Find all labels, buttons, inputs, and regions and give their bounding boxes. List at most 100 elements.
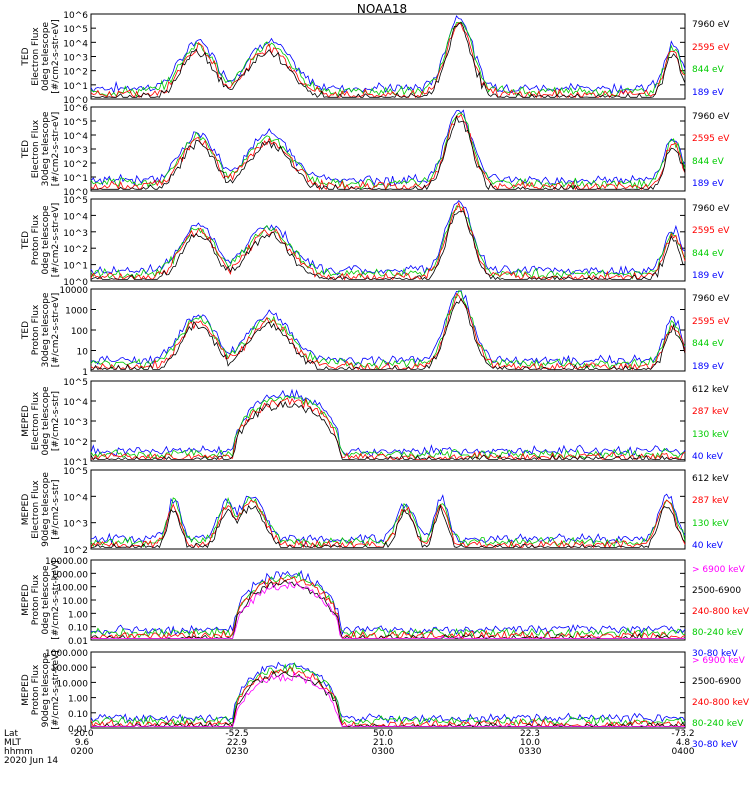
legend-entry: 130 keV	[692, 430, 729, 440]
x-row-label: MLT	[4, 738, 22, 748]
legend-entry: 130 keV	[692, 519, 729, 529]
y-tick-label: 10^3	[63, 229, 88, 239]
x-row-label: 2020 Jun 14	[4, 756, 58, 766]
y-tick-label: 10^4	[63, 212, 88, 222]
series-line	[90, 201, 686, 281]
series-line	[90, 576, 686, 640]
y-axis-label: 0deg telescope	[41, 386, 51, 456]
legend-entry: 7960 eV	[692, 20, 730, 30]
y-axis-label: 30deg telescope	[41, 292, 51, 367]
y-axis-label: [#/cm2-s-str-keV]	[51, 650, 61, 729]
x-tick-label: 22.9	[227, 738, 247, 748]
y-tick-label: 1	[82, 368, 88, 378]
y-tick-label: 10^4	[63, 39, 88, 49]
x-tick-label: 4.8	[676, 738, 691, 748]
y-axis-label: MEPED	[21, 405, 31, 437]
y-tick-label: 10^5	[63, 378, 88, 388]
y-tick-label: 10^4	[63, 132, 88, 142]
y-tick-label: 10^4	[63, 398, 88, 408]
y-tick-label: 10^6	[63, 104, 88, 114]
legend-entry: 2595 eV	[692, 134, 730, 144]
y-tick-label: 10^2	[63, 160, 88, 170]
legend-entry: 2595 eV	[692, 226, 730, 236]
y-axis-label: [#/cm2-s-str-eV]	[51, 19, 61, 94]
y-tick-label: 0.01	[68, 637, 88, 647]
y-tick-label: 0.10	[68, 710, 88, 720]
series-line	[90, 397, 686, 461]
y-tick-label: 10^6	[63, 11, 88, 21]
series-line	[90, 290, 686, 367]
y-tick-label: 10^0	[63, 188, 88, 198]
y-tick-label: 10^3	[63, 54, 88, 64]
legend-entry: 2500-6900	[692, 677, 741, 687]
y-tick-label: 10^0	[63, 278, 88, 288]
legend-entry: 612 keV	[692, 474, 729, 484]
panel-frame	[90, 13, 686, 100]
y-axis-label: MEPED	[21, 494, 31, 526]
y-tick-label: 10^1	[63, 82, 88, 92]
series-line	[90, 499, 686, 549]
series-line	[90, 569, 686, 636]
legend-entry: 7960 eV	[692, 204, 730, 214]
series-line	[90, 199, 686, 277]
legend-entry: 844 eV	[692, 339, 725, 349]
y-tick-label: 100.000	[51, 664, 88, 674]
legend-entry: 189 eV	[692, 271, 725, 281]
y-tick-label: 10000.00	[45, 557, 88, 567]
series-line	[91, 297, 686, 371]
x-tick-label: -52.5	[225, 729, 248, 739]
y-tick-label: 10^2	[63, 245, 88, 255]
y-tick-label: 100.00	[57, 584, 89, 594]
series-line	[90, 571, 686, 639]
series-line	[91, 504, 686, 549]
series-line	[90, 22, 686, 98]
y-tick-label: 10.00	[62, 597, 88, 607]
panel-p4: 10000 1000 100 10 1 TED Proton Flux 30deg teles…	[21, 286, 730, 378]
series-line	[90, 661, 686, 725]
y-tick-label: 1.00	[68, 695, 88, 705]
y-axis-label: 30deg telescope	[41, 111, 51, 186]
legend-entry: 844 eV	[692, 249, 725, 259]
legend-entry: 189 eV	[692, 179, 725, 189]
legend-entry: 189 eV	[692, 362, 725, 372]
y-tick-label: 10^1	[63, 262, 88, 272]
y-axis-label: 90deg telescope	[41, 472, 51, 547]
legend-entry: 2595 eV	[692, 43, 730, 53]
legend-entry: 7960 eV	[692, 112, 730, 122]
series-line	[90, 400, 685, 461]
y-tick-label: 10	[77, 348, 89, 358]
x-tick-label: 9.6	[75, 738, 90, 748]
panel-p8: 1000.000 100.000 10.000 1.00 0.10 0.01 MEPED Pr…	[21, 649, 750, 750]
x-tick-label: 0400	[672, 747, 695, 757]
y-axis-label: Proton Flux	[31, 574, 41, 625]
y-tick-label: 10000	[59, 286, 88, 296]
legend-entry: 40 keV	[692, 541, 724, 551]
series-line	[91, 115, 686, 191]
legend-entry: 844 eV	[692, 65, 725, 75]
legend-entry: > 6900 keV	[692, 565, 746, 575]
x-tick-label: 21.0	[373, 738, 393, 748]
panel-frame	[90, 469, 686, 550]
y-axis-label: Proton Flux	[31, 664, 41, 715]
y-tick-label: 10^0	[63, 96, 88, 106]
panel-p2: 10^6 10^5 10^4 10^3 10^2 10^1 10^0 TED Electron …	[21, 104, 730, 198]
panel-frame	[90, 651, 686, 729]
y-axis-label: [#/cm2-s-str-eV]	[51, 203, 61, 278]
y-axis-label: TED	[21, 321, 31, 340]
y-axis-label: 0deg telescope	[41, 22, 51, 92]
legend-entry: 30-80 keV	[692, 649, 738, 659]
series-line	[90, 496, 686, 548]
legend-entry: 30-80 keV	[692, 740, 738, 750]
y-tick-label: 0.10	[68, 624, 88, 634]
legend-entry: 2595 eV	[692, 317, 730, 327]
legend-entry: 287 keV	[692, 407, 729, 417]
y-axis-label: Electron Flux	[31, 391, 41, 450]
y-axis-label: TED	[21, 47, 31, 66]
series-line	[90, 662, 686, 727]
legend-entry: > 6900 keV	[692, 656, 746, 666]
y-axis-label: 0deg telescope	[41, 205, 51, 275]
y-tick-label: 10^1	[63, 174, 88, 184]
legend-entry: 40 keV	[692, 452, 724, 462]
x-tick-label: -73.2	[671, 729, 694, 739]
